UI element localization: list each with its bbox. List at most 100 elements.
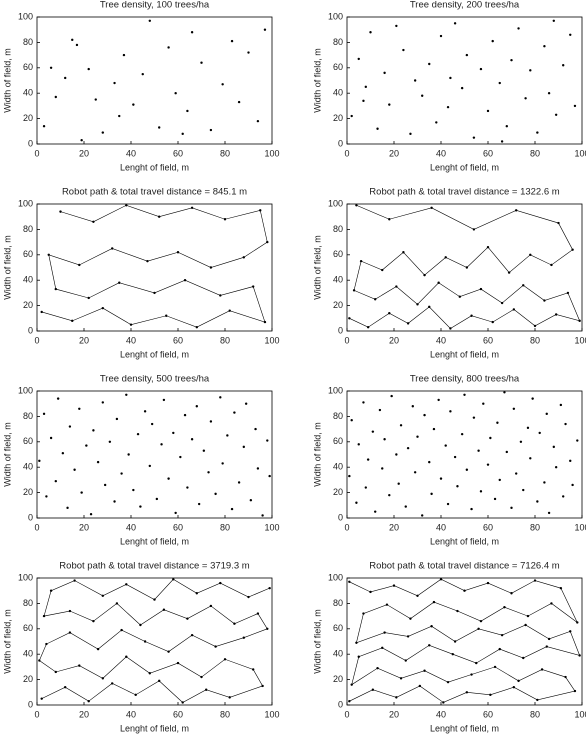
x-tick-label: 40	[436, 709, 446, 719]
tree-point	[190, 633, 194, 637]
chart-title: Tree density, 200 trees/ha	[410, 0, 520, 11]
tree-point	[249, 499, 253, 502]
tree-point	[94, 98, 97, 101]
y-tick-label: 100	[18, 572, 33, 582]
tree-point	[388, 312, 391, 315]
tree-point	[571, 248, 574, 251]
tree-point	[437, 281, 440, 284]
y-tick-label: 20	[333, 674, 343, 684]
x-tick-label: 100	[264, 148, 279, 158]
tree-point	[244, 402, 248, 405]
tree-point	[493, 665, 497, 669]
x-axis-label: Lenght of field, m	[430, 723, 499, 733]
tree-point	[406, 322, 410, 325]
tree-point	[146, 259, 149, 263]
y-tick-label: 20	[333, 487, 343, 497]
x-tick-label: 60	[173, 335, 183, 345]
tree-point	[428, 62, 431, 66]
tree-point	[564, 675, 567, 679]
y-axis-label: Width of field, m	[312, 609, 322, 674]
x-tick-label: 40	[126, 709, 136, 719]
tree-point	[71, 319, 74, 323]
tree-point	[472, 136, 476, 139]
x-tick-label: 100	[264, 522, 279, 532]
tree-point	[416, 303, 419, 306]
tree-point	[453, 455, 457, 459]
x-axis-label: Lenght of field, m	[120, 723, 189, 733]
tree-point	[477, 449, 480, 452]
tree-point	[230, 507, 234, 511]
tree-point	[381, 646, 384, 650]
tree-point	[101, 131, 105, 134]
y-axis-label: Width of field, m	[312, 48, 322, 113]
tree-point	[547, 637, 551, 641]
tree-point	[381, 268, 384, 272]
robot-path	[349, 204, 581, 329]
y-tick-label: 20	[23, 674, 33, 684]
tree-point	[423, 273, 426, 277]
tree-point	[73, 468, 76, 471]
tree-point	[444, 256, 447, 259]
tree-point	[143, 410, 147, 413]
y-tick-label: 100	[18, 11, 33, 21]
x-tick-label: 0	[344, 709, 349, 719]
tree-point	[397, 482, 400, 485]
y-tick-label: 80	[333, 411, 343, 421]
tree-point	[576, 439, 579, 442]
x-tick-label: 60	[173, 709, 183, 719]
tree-point	[143, 640, 147, 643]
x-tick-label: 80	[530, 335, 540, 345]
tree-point	[195, 592, 198, 595]
tree-point	[174, 92, 177, 95]
tree-point	[376, 127, 379, 130]
tree-point	[416, 594, 419, 597]
tree-point	[200, 61, 203, 64]
tree-point	[543, 481, 546, 484]
tree-point	[259, 209, 262, 212]
tree-point	[545, 412, 548, 416]
tree-point	[266, 439, 269, 442]
tree-point	[524, 97, 527, 100]
x-tick-label: 100	[264, 335, 279, 345]
tree-point	[376, 666, 379, 670]
tree-point	[96, 460, 100, 464]
tree-point	[197, 502, 201, 506]
tree-point	[101, 594, 105, 597]
tree-point	[533, 579, 537, 582]
tree-point	[237, 481, 241, 484]
tree-point	[355, 501, 358, 504]
tree-point	[512, 407, 516, 410]
plot-frame	[36, 390, 273, 519]
tree-point	[479, 619, 483, 623]
tree-point	[430, 206, 433, 210]
panel: Robot path & total travel distance = 371…	[2, 561, 279, 734]
tree-point	[209, 604, 213, 608]
y-tick-label: 80	[333, 37, 343, 47]
tree-point	[524, 623, 527, 627]
tree-point	[554, 113, 558, 116]
tree-point	[153, 598, 156, 601]
tree-point	[92, 619, 95, 623]
tree-point	[101, 306, 105, 310]
tree-point	[247, 51, 250, 54]
tree-point	[578, 654, 581, 657]
tree-point	[221, 462, 224, 465]
tree-point	[395, 24, 398, 28]
tree-point	[569, 459, 572, 463]
tree-point	[111, 247, 114, 250]
tree-point	[404, 505, 407, 508]
y-tick-label: 0	[338, 512, 343, 522]
tree-point	[252, 668, 255, 671]
tree-point	[463, 589, 466, 592]
tree-point	[200, 675, 203, 679]
y-tick-label: 0	[338, 325, 343, 335]
tree-point	[158, 679, 161, 683]
tree-point	[205, 688, 208, 691]
tree-point	[132, 103, 135, 106]
tree-point	[172, 431, 175, 435]
tree-point	[68, 609, 72, 613]
tree-point	[42, 614, 46, 618]
tree-point	[507, 271, 511, 274]
x-tick-label: 40	[126, 335, 136, 345]
tree-point	[453, 22, 457, 25]
